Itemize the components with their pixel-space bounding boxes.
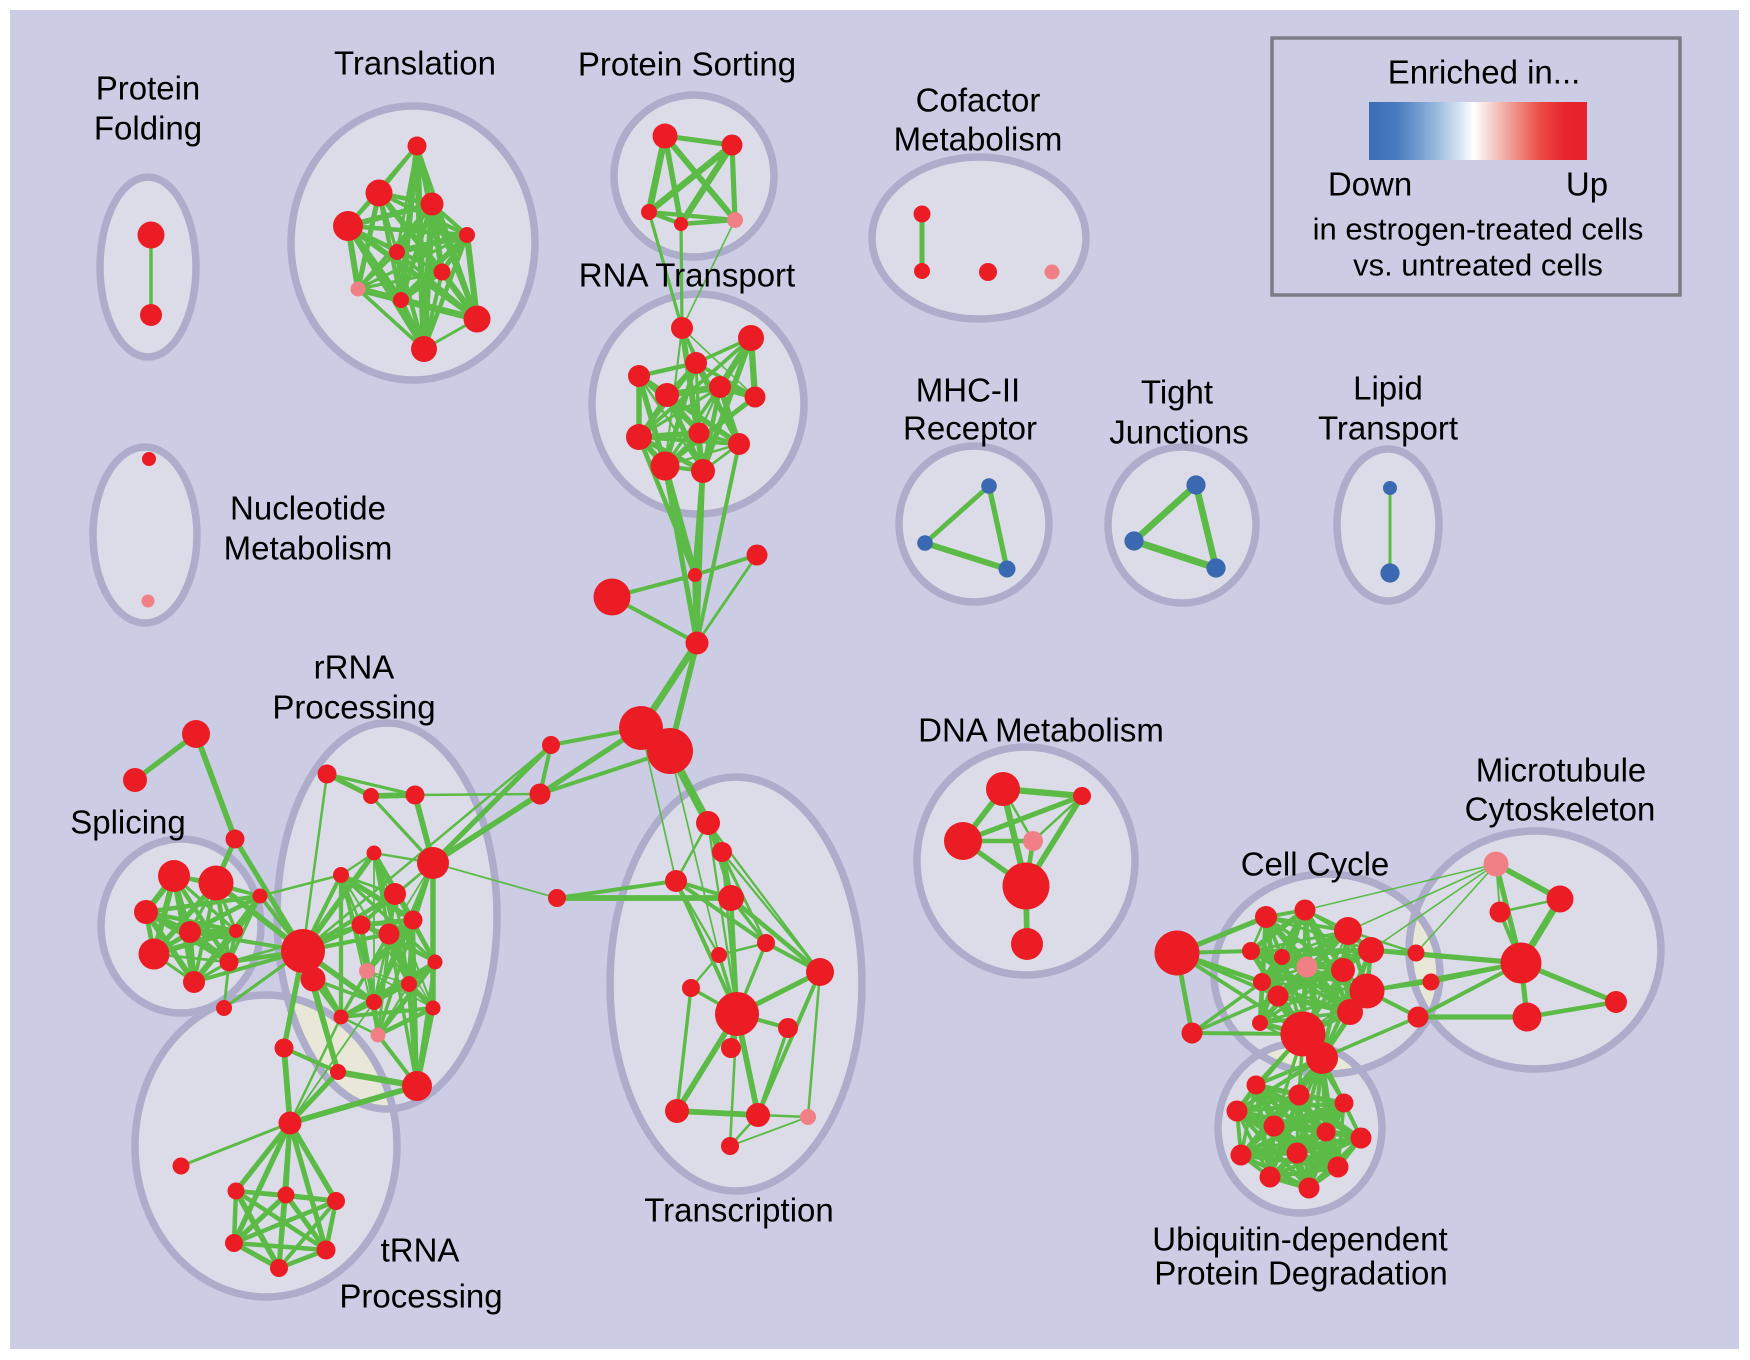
svg-text:Processing: Processing	[339, 1278, 502, 1315]
svg-text:Receptor: Receptor	[903, 410, 1037, 447]
svg-text:Protein: Protein	[96, 70, 201, 107]
svg-text:Cofactor: Cofactor	[916, 82, 1041, 119]
svg-text:Cytoskeleton: Cytoskeleton	[1465, 791, 1656, 828]
svg-text:Splicing: Splicing	[70, 804, 186, 841]
svg-text:Enriched in...: Enriched in...	[1388, 54, 1581, 91]
svg-text:Down: Down	[1328, 166, 1412, 203]
svg-text:Microtubule: Microtubule	[1476, 752, 1647, 789]
svg-text:MHC-II: MHC-II	[916, 372, 1020, 409]
svg-text:RNA Transport: RNA Transport	[579, 257, 795, 294]
svg-text:Up: Up	[1566, 166, 1608, 203]
svg-text:Junctions: Junctions	[1109, 414, 1248, 451]
svg-text:DNA Metabolism: DNA Metabolism	[918, 712, 1164, 749]
svg-text:Protein Degradation: Protein Degradation	[1154, 1255, 1448, 1292]
svg-text:Cell Cycle: Cell Cycle	[1241, 846, 1390, 883]
svg-text:Lipid: Lipid	[1353, 370, 1423, 407]
svg-text:Translation: Translation	[334, 45, 496, 82]
svg-text:Protein Sorting: Protein Sorting	[578, 46, 796, 83]
svg-text:rRNA: rRNA	[314, 649, 395, 686]
svg-text:Metabolism: Metabolism	[894, 121, 1063, 158]
svg-text:Tight: Tight	[1141, 374, 1213, 411]
svg-text:Transcription: Transcription	[644, 1192, 834, 1229]
svg-text:Metabolism: Metabolism	[224, 530, 393, 567]
svg-text:Nucleotide: Nucleotide	[230, 490, 386, 527]
svg-text:Folding: Folding	[94, 110, 202, 147]
svg-text:Processing: Processing	[272, 689, 435, 726]
svg-text:Transport: Transport	[1318, 410, 1458, 447]
svg-text:Ubiquitin-dependent: Ubiquitin-dependent	[1152, 1221, 1447, 1258]
svg-text:vs. untreated cells: vs. untreated cells	[1353, 248, 1603, 283]
svg-text:in estrogen-treated cells: in estrogen-treated cells	[1313, 212, 1644, 247]
svg-text:tRNA: tRNA	[381, 1232, 460, 1269]
